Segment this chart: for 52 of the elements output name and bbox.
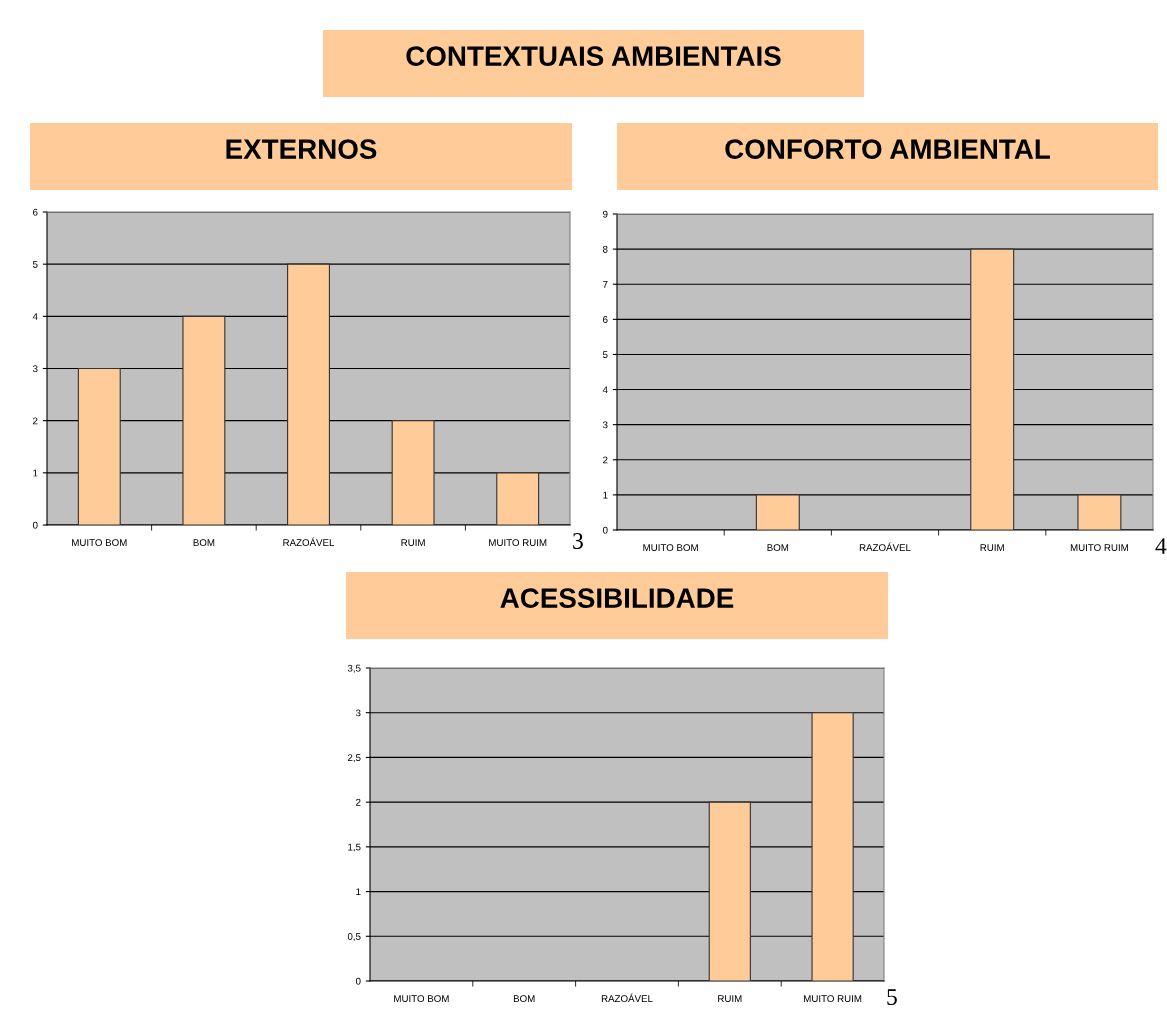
text: CONTEXTUAIS AMBIENTAIS bbox=[406, 46, 781, 66]
y-tick-label: 0 bbox=[355, 977, 361, 985]
y-tick-label: 3 bbox=[355, 709, 361, 717]
x-tick-label: MUITO RUIM bbox=[489, 539, 547, 547]
y-tick-label: 1 bbox=[33, 469, 38, 477]
y-tick-label: 0 bbox=[32, 521, 38, 529]
bar bbox=[77, 367, 121, 525]
chart-title: EXTERNOS bbox=[226, 139, 377, 159]
bar bbox=[287, 263, 330, 525]
y-tick-label: 2 bbox=[603, 456, 608, 464]
y-tick-label: 3 bbox=[32, 365, 38, 373]
y-tick-label: 9 bbox=[603, 210, 608, 218]
x-tick-label: MUITO BOM bbox=[72, 539, 127, 547]
y-tick-label: 0 bbox=[602, 526, 608, 534]
bar bbox=[182, 315, 226, 525]
x-tick-label: MUITO BOM bbox=[643, 544, 698, 552]
x-tick-label: RAZOÁVEL bbox=[283, 537, 335, 547]
chart-title: CONFORTO AMBIENTAL bbox=[725, 139, 1050, 159]
text: 5 bbox=[887, 989, 897, 1005]
chart-title: ACESSIBILIDADE bbox=[500, 588, 734, 608]
x-tick-label: RUIM bbox=[718, 995, 742, 1003]
y-tick-label: 1 bbox=[356, 888, 361, 896]
x-tick-label: RUIM bbox=[980, 544, 1004, 552]
y-tick-label: 6 bbox=[33, 208, 38, 216]
y-tick-label: 5 bbox=[32, 261, 38, 268]
y-tick-label: 3,5 bbox=[347, 664, 361, 673]
x-tick-label: BOM bbox=[767, 544, 789, 552]
y-tick-label: 1,5 bbox=[348, 843, 361, 852]
text: 4 bbox=[1155, 538, 1167, 554]
y-tick-label: 3 bbox=[602, 421, 608, 429]
y-tick-label: 4 bbox=[32, 313, 38, 320]
y-tick-label: 5 bbox=[602, 351, 608, 359]
x-tick-label: RAZOÁVEL bbox=[601, 993, 653, 1003]
x-tick-label: RAZOÁVEL bbox=[859, 542, 911, 552]
x-tick-label: RUIM bbox=[401, 539, 425, 547]
y-tick-label: 8 bbox=[602, 245, 608, 253]
y-tick-label: 2 bbox=[356, 798, 361, 806]
x-tick-label: MUITO RUIM bbox=[1070, 544, 1128, 552]
y-tick-label: 4 bbox=[602, 386, 608, 394]
y-tick-label: 1 bbox=[603, 491, 608, 499]
y-tick-label: 0,5 bbox=[347, 933, 361, 942]
x-tick-label: BOM bbox=[193, 539, 215, 547]
x-tick-label: MUITO RUIM bbox=[804, 995, 862, 1003]
bar bbox=[496, 472, 540, 525]
y-tick-label: 7 bbox=[603, 281, 608, 288]
x-tick-label: BOM bbox=[513, 995, 535, 1003]
text: 3 bbox=[573, 533, 583, 549]
x-tick-label: MUITO BOM bbox=[394, 995, 449, 1003]
bar bbox=[391, 420, 435, 525]
y-tick-label: 2,5 bbox=[347, 754, 361, 763]
y-tick-label: 2 bbox=[33, 417, 38, 425]
y-tick-label: 6 bbox=[603, 316, 608, 323]
